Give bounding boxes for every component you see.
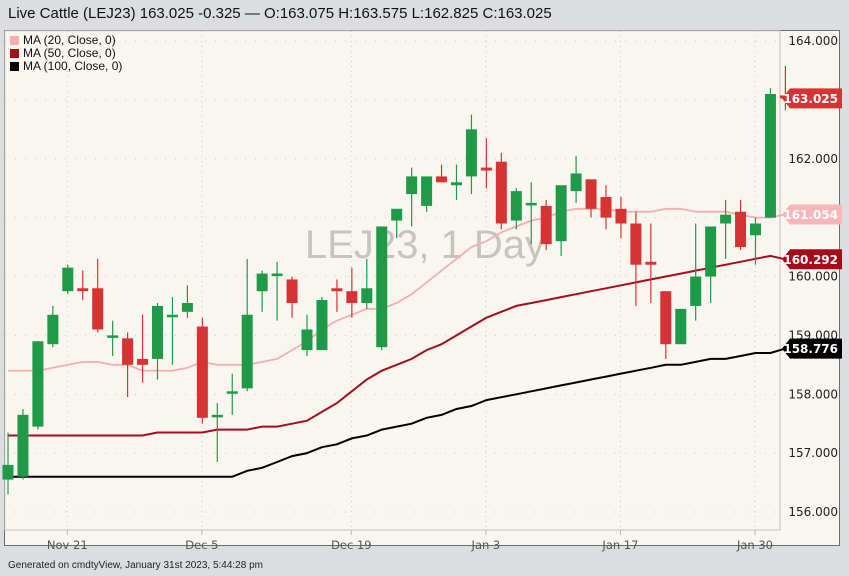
ma100-swatch-icon [10,62,19,71]
legend-item-ma20: MA (20, Close, 0) [10,34,122,47]
y-axis-tick-label: 158.000 [788,387,838,401]
candle-body-up [406,176,418,195]
footer-generated-note: Generated on cmdtyView, January 31st 202… [8,560,263,571]
x-axis-tick-label: Jan 17 [601,538,638,552]
chart-title: Live Cattle (LEJ23) 163.025 -0.325 — O:1… [8,5,552,22]
candle-body-up [675,308,687,345]
candle-body-up [47,314,59,345]
candle-body-up [166,314,178,318]
candle-body-up [391,208,403,221]
candle-body-up [17,414,29,477]
candle-body-up [361,288,373,303]
candle-body-up [241,314,253,389]
y-axis-tick-label: 162.000 [788,152,838,166]
candle-body-up [376,226,388,348]
legend-item-ma100: MA (100, Close, 0) [10,60,122,73]
candle-body-up [720,214,732,224]
price-tag [782,249,842,270]
candle-body-up [2,464,14,480]
ma20-swatch-icon [10,36,19,45]
candle-body-up [465,129,477,177]
legend-label: MA (50, Close, 0) [23,46,116,60]
candle-body-down [286,279,298,303]
candle-body-up [301,329,313,351]
legend-label: MA (20, Close, 0) [23,33,116,47]
candle-body-up [750,223,761,236]
candle-body-down [600,197,612,218]
price-tag [782,88,842,109]
y-axis-tick-label: 157.000 [788,446,838,460]
candle-body-down [436,176,448,183]
price-tag-label: 161.054 [783,208,838,222]
ma-legend: MA (20, Close, 0) MA (50, Close, 0) MA (… [10,34,122,73]
candle-body-down [585,179,597,209]
candle-body-down [346,291,358,303]
y-axis-tick-label: 156.000 [788,505,838,519]
candle-body-down [92,288,104,330]
x-axis-tick-label: Jan 30 [736,538,773,552]
price-tag [782,338,842,359]
x-axis-tick-label: Jan 3 [471,538,501,552]
candle-body-up [690,276,702,306]
x-axis-tick-label: Nov 21 [47,538,88,552]
ma20-line [8,207,786,372]
price-tag-label: 163.025 [783,92,838,106]
candle-body-up [570,173,582,192]
candle-body-up [510,191,522,221]
candle-body-up [271,273,283,277]
candle-body-down [77,288,89,292]
y-axis-tick-label: 160.000 [788,270,838,284]
candle-body-up [62,267,74,292]
candle-body-up [555,185,567,242]
x-axis-tick-label: Dec 5 [185,538,218,552]
price-tag-label: 160.292 [783,253,838,267]
candle-body-down [540,205,552,245]
x-axis-tick-label: Dec 19 [331,538,372,552]
candle-body-down [495,161,507,224]
candle-body-down [122,338,134,365]
candle-body-up [451,182,462,186]
candle-body-up [764,93,776,218]
candle-body-up [705,226,717,277]
ma100-line [8,347,786,478]
candle-body-up [256,273,268,292]
candle-body-down [480,167,492,171]
candle-body-up [152,305,163,359]
candle-body-down [630,223,642,265]
candle-body-up [181,302,193,312]
candle-body-up [211,414,223,418]
legend-item-ma50: MA (50, Close, 0) [10,47,122,60]
candle-body-up [316,300,328,351]
candle-body-down [196,326,208,418]
ma50-line [8,254,786,437]
plot-area [4,30,781,531]
price-tag-label: 158.776 [783,342,838,356]
candle-body-up [421,176,433,206]
candle-body-up [226,391,238,394]
candle-body-down [331,288,343,292]
candle-body-down [735,211,747,248]
candle-body-down [660,291,672,345]
legend-label: MA (100, Close, 0) [23,59,123,73]
candle-body-up [32,341,44,427]
price-tag [782,204,842,225]
candle-body-down [645,261,657,265]
candle-body-down [137,358,149,365]
candle-body-down [615,208,627,224]
candle-body-up [525,202,537,206]
ma50-swatch-icon [10,49,19,58]
candle-body-up [107,335,119,338]
y-axis-tick-label: 164.000 [788,34,838,48]
